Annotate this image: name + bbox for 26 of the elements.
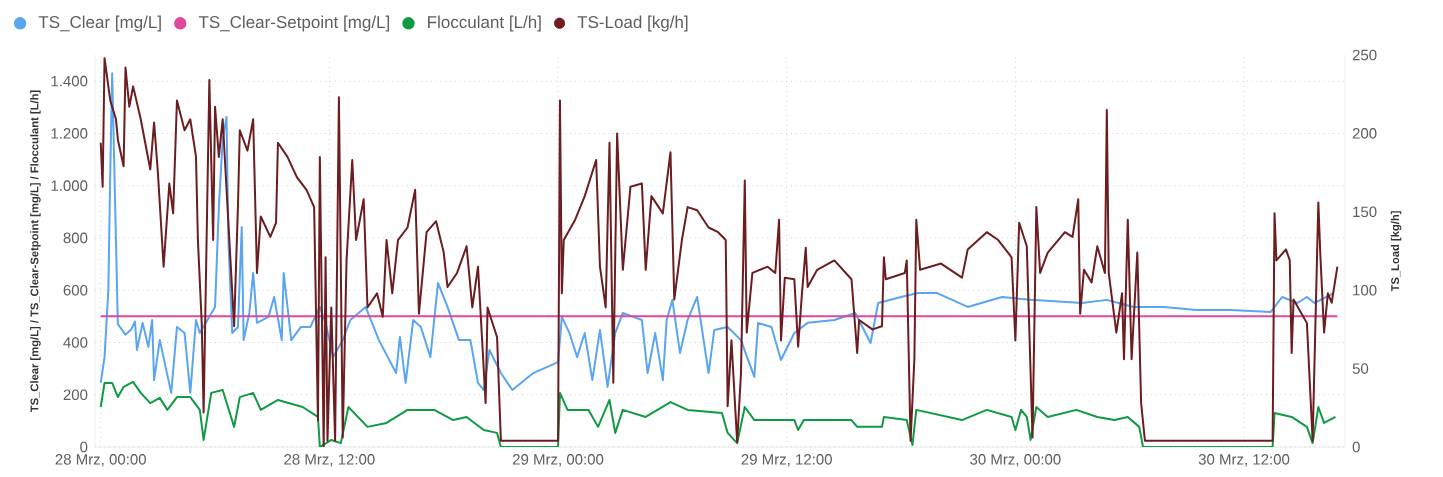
- y-tick-label: 200: [63, 389, 88, 401]
- x-tick-label: 30 Mrz, 00:00: [970, 454, 1061, 467]
- y-tick-label: 1.200: [51, 128, 88, 139]
- legend-label: Flocculant [L/h]: [428, 15, 541, 32]
- y-tick-label: 1.000: [51, 180, 88, 191]
- y2-tick-label: 100: [1353, 284, 1377, 296]
- legend-label: TS_Clear-Setpoint [mg/L]: [198, 15, 390, 32]
- y-tick-label: 0: [80, 441, 88, 453]
- y-tick-label: 1.400: [51, 75, 88, 87]
- y-tick-label: 600: [63, 284, 88, 296]
- y-tick-label: 800: [63, 232, 88, 244]
- y2-tick-label: 150: [1353, 206, 1377, 218]
- y2-tick-label: 250: [1352, 49, 1377, 61]
- legend-label: TS_Clear [mg/L]: [38, 15, 161, 32]
- y-axis-title: TS_Clear [mg/L] / TS_Clear-Setpoint [mg/L] / Flocculant [L/h]: [30, 90, 41, 413]
- y-tick-label: 400: [63, 337, 88, 348]
- legend-label: TS-Load [kg/h]: [577, 15, 688, 32]
- x-tick-label: 29 Mrz, 12:00: [741, 454, 832, 467]
- y2-tick-label: 200: [1352, 128, 1377, 139]
- y2-axis-title: TS_Load [kg/h]: [1390, 211, 1402, 292]
- x-tick-label: 28 Mrz, 12:00: [284, 454, 375, 467]
- y2-tick-label: 0: [1352, 441, 1360, 453]
- x-tick-label: 28 Mrz, 00:00: [55, 454, 146, 467]
- x-tick-label: 30 Mrz, 12:00: [1198, 454, 1290, 467]
- y2-tick-label: 50: [1352, 363, 1369, 374]
- x-tick-label: 29 Mrz, 00:00: [512, 454, 604, 467]
